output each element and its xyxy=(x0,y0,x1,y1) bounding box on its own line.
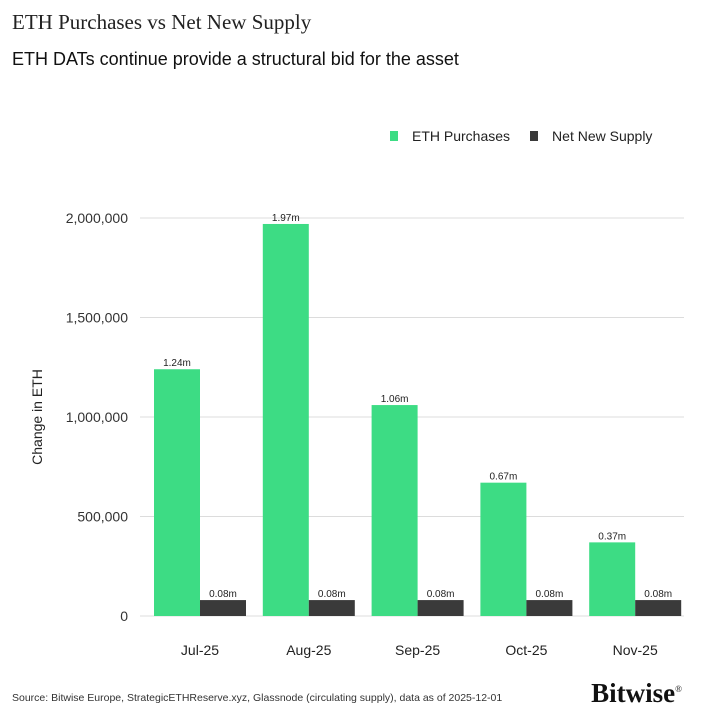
y-tick-label: 500,000 xyxy=(77,509,128,525)
legend-item-supply: Net New Supply xyxy=(530,128,652,144)
data-label: 0.37m xyxy=(598,531,626,542)
brand-logo: Bitwise® xyxy=(591,678,682,709)
y-axis-label: Change in ETH xyxy=(29,369,45,465)
legend-swatch-purchases xyxy=(390,131,398,141)
x-tick-label: Oct-25 xyxy=(505,642,547,658)
data-label: 0.08m xyxy=(318,589,346,600)
x-tick-label: Nov-25 xyxy=(613,642,658,658)
y-tick-label: 2,000,000 xyxy=(66,210,128,226)
legend-item-purchases: ETH Purchases xyxy=(390,128,510,144)
brand-name: Bitwise xyxy=(591,678,676,708)
brand-registered-mark: ® xyxy=(675,684,682,694)
x-tick-label: Jul-25 xyxy=(181,642,219,658)
bar-eth-purchases xyxy=(154,369,200,616)
bar-net-new-supply xyxy=(417,600,464,616)
bar-net-new-supply xyxy=(526,600,573,616)
data-label: 0.08m xyxy=(427,589,455,600)
chart-subtitle: ETH DATs continue provide a structural b… xyxy=(12,49,459,69)
legend: ETH Purchases Net New Supply xyxy=(390,128,672,144)
data-label: 1.06m xyxy=(381,394,409,405)
data-label: 0.08m xyxy=(644,589,672,600)
x-tick-label: Aug-25 xyxy=(286,642,331,658)
legend-swatch-supply xyxy=(530,131,539,141)
bar-net-new-supply xyxy=(635,600,682,616)
bar-net-new-supply xyxy=(308,600,355,616)
data-label: 1.97m xyxy=(272,213,300,224)
bar-net-new-supply xyxy=(200,600,246,616)
data-label: 0.67m xyxy=(490,472,518,483)
legend-label-supply: Net New Supply xyxy=(552,128,653,144)
bar-eth-purchases xyxy=(480,482,527,616)
data-label: 0.08m xyxy=(209,589,237,600)
legend-label-purchases: ETH Purchases xyxy=(412,128,511,144)
data-label: 1.24m xyxy=(163,358,191,369)
data-label: 0.08m xyxy=(536,589,564,600)
bar-eth-purchases xyxy=(371,405,418,616)
chart-title: ETH Purchases vs Net New Supply xyxy=(12,10,312,34)
bar-eth-purchases xyxy=(589,542,636,616)
x-tick-label: Sep-25 xyxy=(395,642,440,658)
y-tick-label: 0 xyxy=(120,608,128,624)
y-tick-label: 1,500,000 xyxy=(66,310,128,326)
y-tick-label: 1,000,000 xyxy=(66,409,128,425)
source-note: Source: Bitwise Europe, StrategicETHRese… xyxy=(12,692,503,704)
bar-eth-purchases xyxy=(262,223,309,616)
